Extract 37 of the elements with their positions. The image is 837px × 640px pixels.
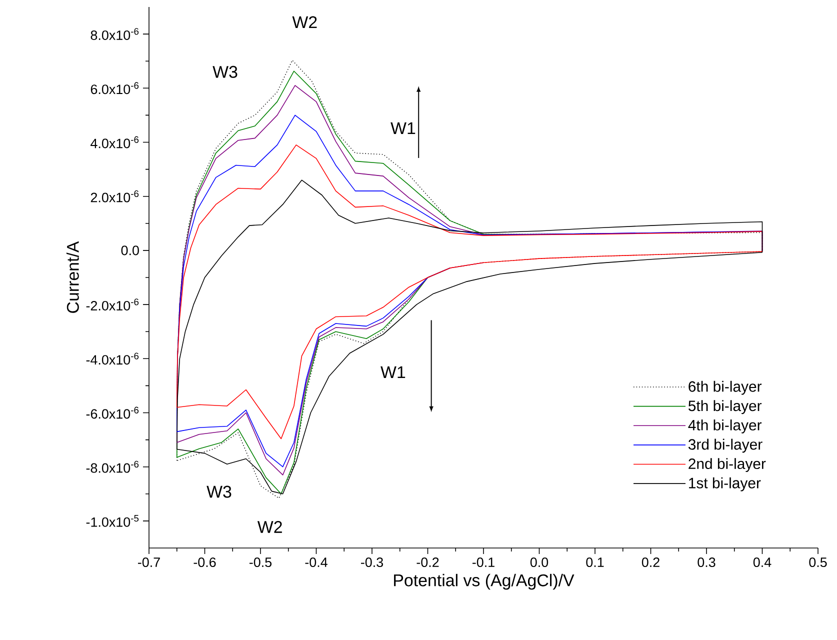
legend-label: 5th bi-layer — [688, 400, 762, 414]
x-tick-label: -0.5 — [250, 558, 272, 568]
x-tick-label: 0.2 — [642, 558, 660, 568]
y-tick-label: 0.0 — [121, 246, 139, 256]
x-axis-title: Potential vs (Ag/AgCl)/V — [394, 574, 574, 590]
x-tick-label: -0.1 — [472, 558, 494, 568]
x-tick-label: -0.4 — [305, 558, 328, 568]
y-tick-label: 4.0x10$^{-6}$ — [90, 136, 139, 148]
y-tick-label: -2.0x10$^{-6}$ — [86, 298, 139, 310]
x-tick-label: 0.1 — [586, 558, 604, 568]
y-axis-title: Current/A — [66, 241, 79, 313]
y-tick-label: -6.0x10$^{-6}$ — [86, 406, 139, 419]
legend-label: 1st bi-layer — [689, 477, 761, 492]
annotation: W2 — [292, 16, 317, 28]
legend-label: 6th bi-layer — [688, 380, 762, 395]
y-tick-label: -4.0x10$^{-6}$ — [86, 352, 139, 365]
x-tick-label: 0.5 — [809, 558, 827, 568]
x-tick-label: -0.3 — [361, 558, 383, 568]
annotation: W2 — [257, 520, 282, 533]
x-tick-label: -0.2 — [416, 558, 439, 568]
legend-label: 2nd bi-layer — [688, 458, 766, 472]
legend-label: 4th bi-layer — [688, 419, 762, 434]
x-tick-label: 0.3 — [698, 558, 716, 568]
x-tick-label: 0.0 — [530, 558, 548, 568]
x-tick-label: 0.4 — [753, 558, 772, 568]
y-tick-label: 8.0x10$^{-6}$ — [90, 28, 139, 40]
y-tick-label: 2.0x10$^{-6}$ — [90, 190, 139, 202]
annotation: W1 — [390, 122, 416, 134]
legend-label: 3rd bi-layer — [688, 438, 762, 453]
annotation: W3 — [206, 486, 232, 498]
x-tick-label: -0.6 — [194, 558, 216, 568]
x-tick-label: -0.7 — [138, 558, 160, 568]
annotation: W3 — [212, 66, 238, 78]
y-tick-label: -8.0x10$^{-6}$ — [86, 460, 139, 473]
y-tick-label: 6.0x10$^{-6}$ — [90, 82, 139, 94]
y-tick-label: -1.0x10$^{-5}$ — [86, 515, 139, 527]
annotation: W1 — [380, 366, 406, 378]
